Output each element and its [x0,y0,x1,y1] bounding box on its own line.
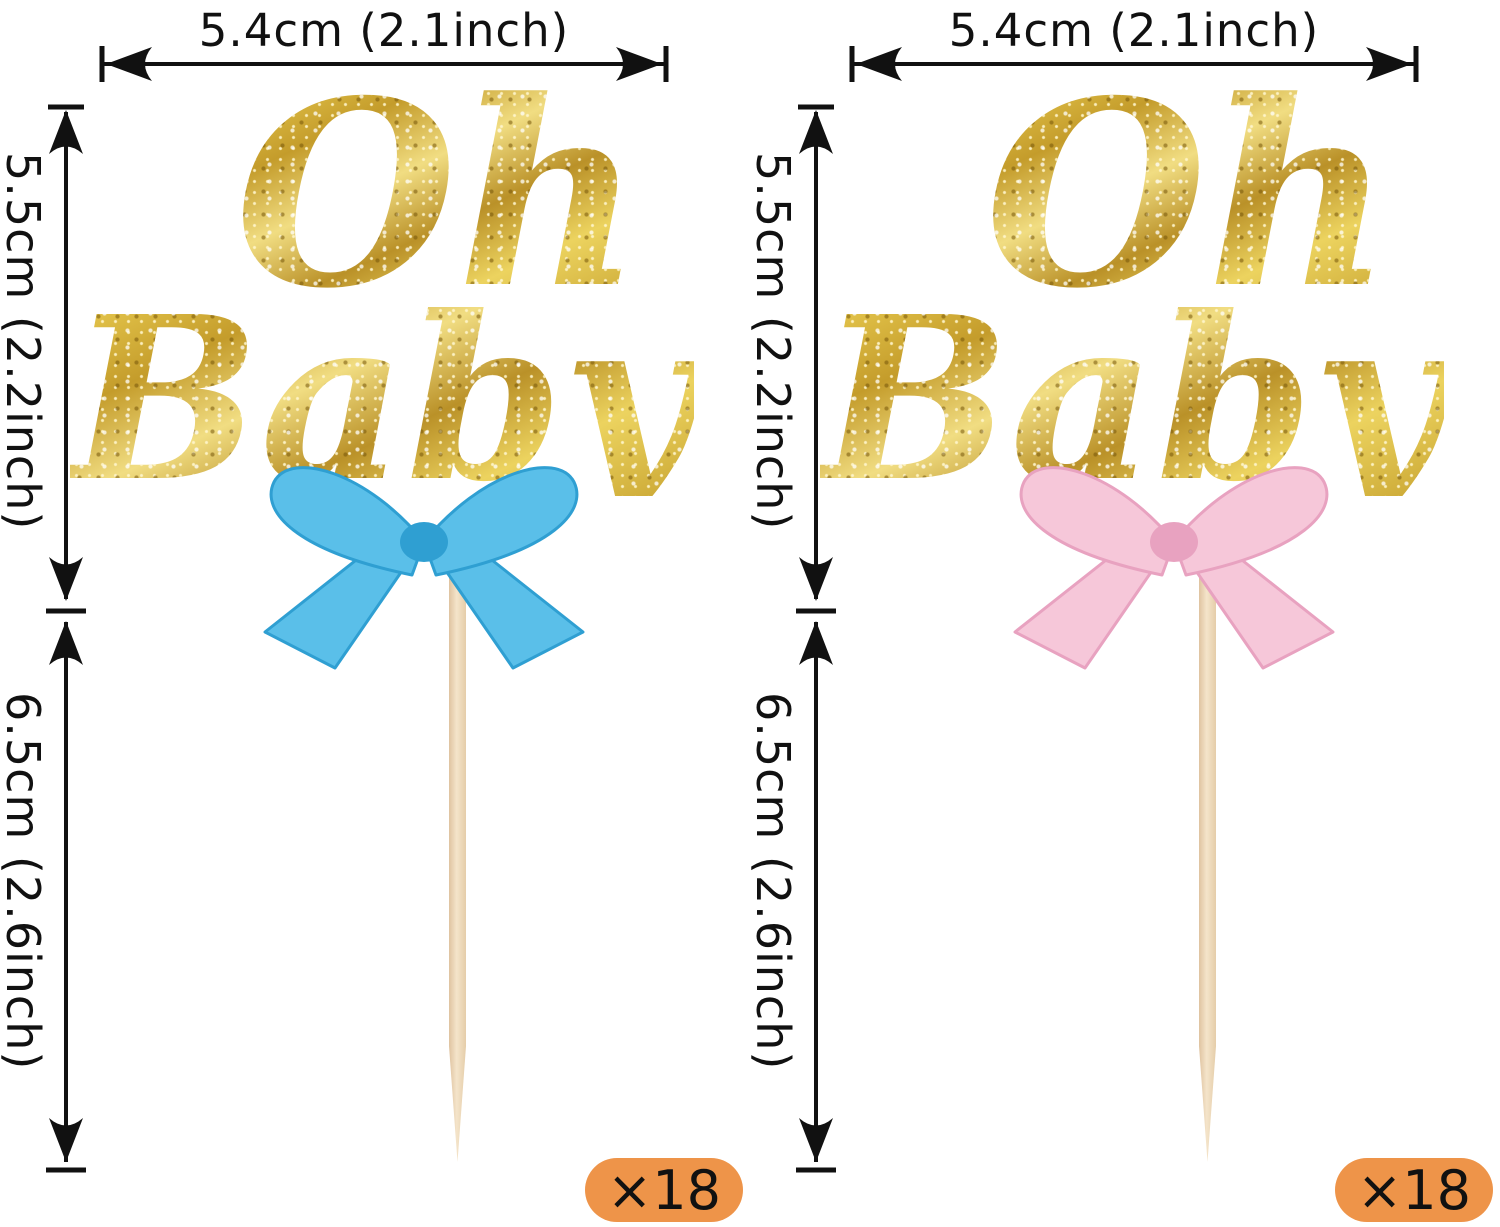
bow-knot [1150,522,1198,562]
arrowhead-up [799,110,833,154]
width-dimension-arrow [99,46,669,82]
arrowhead-up [49,110,83,154]
stick-height-dimension-label: 6.5cm (2.6inch) [746,692,800,1071]
arrowhead-left [106,47,152,81]
arrowhead-down [49,557,83,601]
arrowhead-right [1366,47,1412,81]
height-dimension-arrow [796,104,836,1173]
arrowhead-right [616,47,662,81]
stick-height-dimension-label: 6.5cm (2.6inch) [0,692,50,1071]
width-dimension-label: 5.4cm (2.1inch) [948,4,1320,57]
quantity-badge: ×18 [585,1158,743,1222]
pink-ribbon-bow [1013,466,1335,670]
wooden-stick [1199,552,1216,1162]
topper-height-dimension-label: 5.5cm (2.2inch) [746,152,800,531]
blue-ribbon-bow [263,466,585,670]
topper-word-oh: Oh [235,46,643,345]
width-dimension-label: 5.4cm (2.1inch) [198,4,570,57]
arrowhead-down [799,1118,833,1162]
arrowhead-down [799,557,833,601]
topper-panel-blue: 5.4cm (2.1inch) 5.5cm (2.2inch) 6.5cm (2… [0,4,743,1222]
height-dimension-arrow [46,104,86,1173]
arrowhead-down [49,1118,83,1162]
width-dimension-arrow [849,46,1419,82]
topper-word-baby: Baby [70,268,695,532]
topper-word-oh: Oh [985,46,1393,345]
bow-left-loop [269,466,426,577]
quantity-badge: ×18 [1335,1158,1493,1222]
topper-panel-pink: 5.4cm (2.1inch) 5.5cm (2.2inch) 6.5cm (2… [746,0,1500,1227]
bow-right-loop [422,466,579,577]
quantity-badge-text: ×18 [1357,1158,1471,1222]
arrowhead-left [856,47,902,81]
bow-left-loop [1019,466,1176,577]
bow-knot [400,522,448,562]
topper-word-baby: Baby [820,268,1445,532]
bow-right-loop [1172,466,1329,577]
topper-height-dimension-label: 5.5cm (2.2inch) [0,152,50,531]
wooden-stick [449,552,466,1162]
quantity-badge-text: ×18 [607,1158,721,1222]
